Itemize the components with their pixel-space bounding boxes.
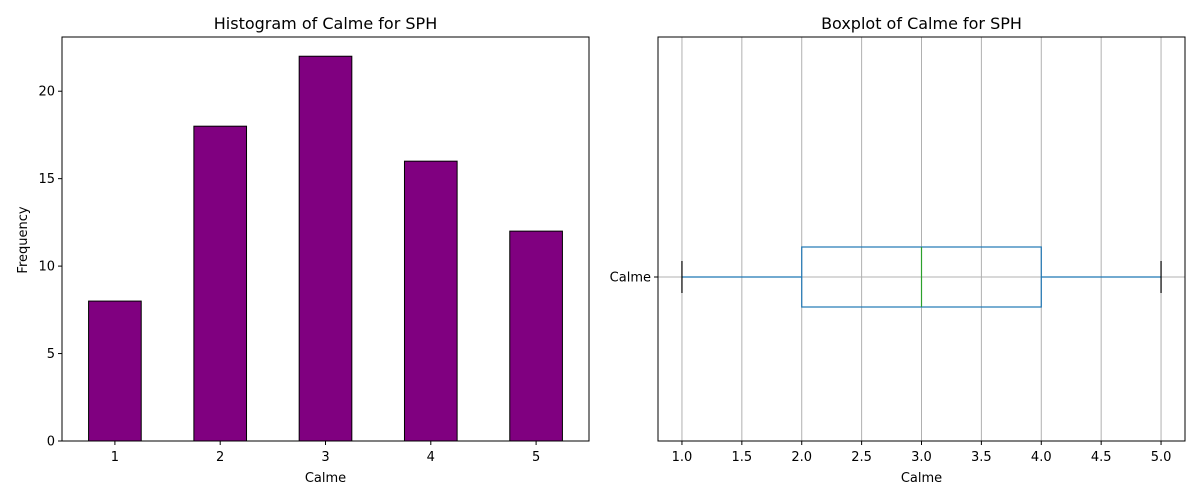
histogram-x-tick-label: 2 <box>216 450 224 465</box>
histogram-y-tick-label: 5 <box>47 347 55 362</box>
histogram-bar-2 <box>193 125 248 442</box>
boxplot-title: Boxplot of Calme for SPH <box>821 14 1022 33</box>
boxplot-x-tick-label: 4.5 <box>1091 450 1112 465</box>
boxplot-x-tick-label: 2.0 <box>791 450 812 465</box>
histogram-x-tick-label: 4 <box>427 450 435 465</box>
histogram-bar-4 <box>403 160 458 442</box>
histogram-panel: Histogram of Calme for SPH 1 2 3 4 5 0 5 10 15 20… <box>16 14 590 486</box>
boxplot-axes-frame <box>657 36 1186 442</box>
boxplot-x-tick-label: 3.5 <box>971 450 992 465</box>
boxplot-x-tick-label: 1.0 <box>672 450 693 465</box>
boxplot-x-tick-label: 3.0 <box>911 450 932 465</box>
histogram-y-tick-label: 0 <box>47 435 55 450</box>
boxplot-x-tick-label: 1.5 <box>731 450 752 465</box>
boxplot-x-tick-label: 4.0 <box>1031 450 1052 465</box>
histogram-x-tick-label: 1 <box>111 450 119 465</box>
histogram-y-tick-label: 10 <box>38 260 55 275</box>
histogram-x-label: Calme <box>305 471 346 486</box>
histogram-y-label: Frequency <box>16 206 31 273</box>
histogram-bar-1 <box>88 300 142 442</box>
boxplot-x-tick-label: 2.5 <box>851 450 872 465</box>
boxplot-panel: Boxplot of Calme for SPH 1.0 1.5 2.0 2.5 3.0… <box>610 14 1186 486</box>
histogram-x-tick-label: 3 <box>321 450 329 465</box>
histogram-title: Histogram of Calme for SPH <box>214 14 437 33</box>
histogram-y-tick-label: 15 <box>38 172 55 187</box>
boxplot-x-tick-label: 5.0 <box>1151 450 1172 465</box>
histogram-x-tick-label: 5 <box>532 450 540 465</box>
histogram-axes-frame <box>61 36 590 442</box>
boxplot-y-tick-label: Calme <box>610 271 651 286</box>
boxplot-x-label: Calme <box>901 471 942 486</box>
histogram-y-tick-label: 20 <box>38 85 55 100</box>
histogram-bar-3 <box>298 55 353 442</box>
histogram-bar-5 <box>509 230 563 442</box>
